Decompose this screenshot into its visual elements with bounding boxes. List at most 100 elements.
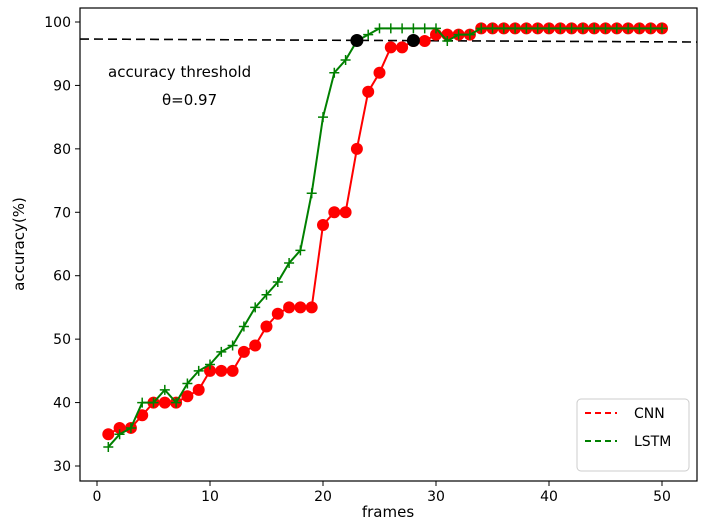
cnn-point xyxy=(102,428,115,441)
lstm-point xyxy=(521,23,532,34)
threshold-line xyxy=(79,38,698,43)
lstm-point xyxy=(250,302,261,313)
cnn-point xyxy=(136,409,149,422)
lstm-point xyxy=(284,258,295,269)
lstm-point xyxy=(340,55,351,66)
lstm-point xyxy=(306,188,317,199)
lstm-point xyxy=(431,23,441,34)
lstm-point xyxy=(498,23,509,34)
lstm-point xyxy=(182,378,193,389)
lstm-point xyxy=(171,397,182,408)
lstm-point xyxy=(577,23,588,34)
cnn-point xyxy=(271,307,284,320)
cnn-point xyxy=(283,301,296,314)
lstm-point xyxy=(272,277,283,288)
lstm-point xyxy=(408,23,419,34)
y-tick-label: 40 xyxy=(53,396,71,412)
lstm-point xyxy=(657,23,667,34)
lstm-point xyxy=(600,23,611,34)
y-tick-label: 80 xyxy=(53,142,71,158)
legend-cnn-label: CNN xyxy=(634,406,665,422)
cnn-point xyxy=(215,364,228,377)
legend-lstm-label: LSTM xyxy=(634,434,671,450)
cnn-point xyxy=(260,320,273,333)
cnn-point xyxy=(350,142,363,155)
lstm-point xyxy=(329,67,340,78)
cnn-point xyxy=(158,396,171,409)
lstm-point xyxy=(589,23,600,34)
threshold-label: accuracy threshold xyxy=(108,63,251,81)
cnn-point xyxy=(317,218,329,231)
lstm-point xyxy=(532,23,543,34)
lstm-point xyxy=(464,29,475,40)
lstm-point xyxy=(385,23,396,34)
cnn-point xyxy=(204,364,216,377)
lstm-point xyxy=(555,23,566,34)
legend: CNN LSTM xyxy=(576,398,690,472)
x-tick-label: 20 xyxy=(314,489,332,505)
x-tick-label: 50 xyxy=(653,489,671,505)
cnn-point xyxy=(305,301,318,314)
lstm-point xyxy=(623,23,634,34)
cnn-point xyxy=(339,206,352,219)
cnn-point xyxy=(249,339,262,352)
lstm-point xyxy=(238,321,249,332)
lstm-point xyxy=(363,29,374,40)
cnn-point xyxy=(384,41,397,54)
threshold-crossing-point xyxy=(350,34,364,48)
x-tick-label: 10 xyxy=(201,489,219,505)
threshold-value: θ=0.97 xyxy=(162,91,217,109)
lstm-point xyxy=(634,23,645,34)
cnn-point xyxy=(237,345,250,358)
lstm-point xyxy=(566,23,577,34)
lstm-point xyxy=(205,359,215,370)
lstm-point xyxy=(611,23,622,34)
lstm-point xyxy=(487,23,498,34)
y-tick-label: 90 xyxy=(53,78,71,94)
y-tick-label: 60 xyxy=(53,269,71,285)
lstm-point xyxy=(227,340,238,351)
cnn-point xyxy=(396,41,409,54)
x-tick-label: 0 xyxy=(93,489,102,505)
lstm-point xyxy=(193,365,204,376)
lstm-point xyxy=(137,397,148,408)
cnn-point xyxy=(373,66,386,79)
cnn-point xyxy=(226,364,239,377)
x-tick-label: 40 xyxy=(540,489,558,505)
lstm-point xyxy=(295,245,306,256)
lstm-point xyxy=(261,289,272,300)
cnn-point xyxy=(418,35,431,48)
lstm-point xyxy=(645,23,656,34)
lstm-point xyxy=(374,23,385,34)
lstm-point xyxy=(397,23,408,34)
x-tick-label: 30 xyxy=(427,489,445,505)
y-tick-label: 50 xyxy=(53,332,71,348)
lstm-point xyxy=(125,422,136,433)
cnn-point xyxy=(294,301,307,314)
plot-frame xyxy=(79,7,698,482)
cnn-line xyxy=(107,27,662,436)
lstm-point xyxy=(216,346,227,357)
lstm-point xyxy=(159,384,170,395)
cnn-point xyxy=(328,206,341,219)
lstm-point xyxy=(544,23,554,34)
lstm-point xyxy=(318,112,328,123)
cnn-point xyxy=(362,85,375,98)
cnn-point xyxy=(181,390,194,403)
threshold-crossing-point xyxy=(406,34,420,48)
lstm-point xyxy=(148,397,159,408)
y-tick-label: 100 xyxy=(44,15,71,31)
lstm-point xyxy=(114,429,125,440)
lstm-point xyxy=(419,23,430,34)
cnn-point xyxy=(113,421,126,434)
lstm-point xyxy=(103,441,114,452)
cnn-point xyxy=(192,383,205,396)
lstm-point xyxy=(453,29,464,40)
x-axis-label: frames xyxy=(362,503,414,521)
y-axis-label: accuracy(%) xyxy=(10,197,28,291)
series-lstm xyxy=(103,23,667,452)
lstm-point xyxy=(476,23,487,34)
lstm-point xyxy=(442,36,453,47)
lstm-point xyxy=(510,23,521,34)
